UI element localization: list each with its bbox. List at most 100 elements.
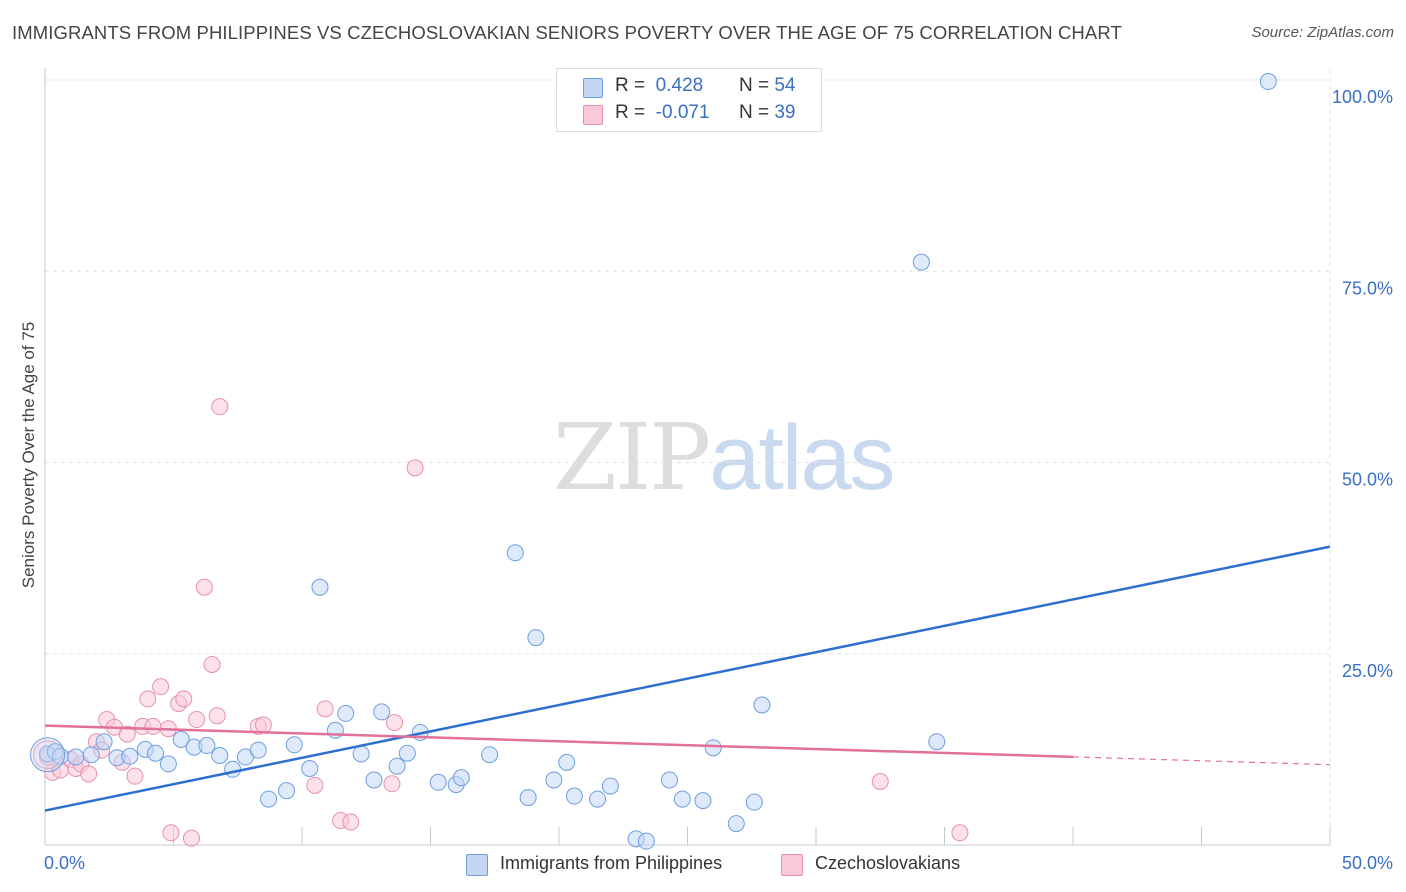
legend-swatch-czechoslovakians	[781, 854, 803, 876]
trend-lines	[44, 545, 1331, 812]
y-tick-label: 75.0%	[1342, 278, 1393, 298]
data-point-philippines	[506, 544, 524, 562]
data-point-czechoslovakians	[383, 775, 401, 793]
data-point-czechoslovakians	[386, 714, 404, 732]
data-point-philippines	[527, 629, 545, 647]
data-point-czechoslovakians	[118, 725, 136, 743]
r-label: R =	[615, 75, 646, 96]
data-point-philippines	[928, 733, 946, 751]
data-point-philippines	[589, 790, 607, 808]
data-point-philippines	[337, 704, 355, 722]
trend-line-czechoslovakians-extension	[1072, 756, 1331, 766]
data-point-czechoslovakians	[871, 773, 889, 791]
r-value-philippines: 0.428	[655, 75, 704, 96]
legend-swatch-philippines	[466, 854, 488, 876]
watermark-zip: ZIP	[553, 404, 711, 511]
philippines-swatch	[583, 78, 603, 98]
data-point-czechoslovakians	[195, 578, 213, 596]
data-point-philippines	[1259, 73, 1277, 91]
r-value-czechoslovakians: -0.071	[655, 102, 710, 123]
data-point-czechoslovakians	[211, 398, 229, 416]
n-label: N =	[738, 102, 770, 123]
data-point-philippines	[545, 771, 563, 789]
data-point-czechoslovakians	[175, 690, 193, 708]
data-point-philippines	[727, 815, 745, 833]
data-point-czechoslovakians	[951, 824, 969, 842]
data-point-philippines	[352, 745, 370, 763]
n-value-czechoslovakians: 39	[774, 102, 796, 123]
data-point-philippines	[285, 736, 303, 754]
data-point-philippines	[753, 696, 771, 714]
source-credit: Source: ZipAtlas.com	[1251, 24, 1394, 41]
data-point-czechoslovakians	[139, 690, 157, 708]
data-point-philippines	[452, 769, 470, 787]
data-point-czechoslovakians	[188, 711, 206, 729]
y-tick-label: 25.0%	[1342, 661, 1393, 681]
data-point-czechoslovakians	[162, 824, 180, 842]
data-point-philippines	[311, 578, 329, 596]
watermark-atlas: atlas	[709, 407, 895, 509]
data-point-czechoslovakians	[254, 716, 272, 734]
data-point-philippines	[601, 777, 619, 795]
legend-label-philippines: Immigrants from Philippines	[500, 853, 723, 873]
data-point-philippines	[147, 744, 165, 762]
trend-line-czechoslovakians	[44, 724, 1074, 759]
data-point-philippines	[301, 760, 319, 777]
x-tick-label-max: 50.0%	[1342, 853, 1393, 873]
grid-lines	[45, 70, 1331, 845]
r-label: R =	[615, 102, 646, 123]
data-point-philippines	[249, 741, 267, 759]
x-tick-label-min: 0.0%	[44, 853, 85, 873]
data-point-czechoslovakians	[80, 765, 98, 783]
data-point-czechoslovakians	[342, 813, 360, 831]
n-label: N =	[738, 75, 770, 96]
data-point-czechoslovakians	[182, 829, 200, 847]
trend-line-philippines	[44, 545, 1331, 812]
data-point-philippines	[398, 744, 416, 762]
data-point-philippines	[211, 746, 229, 764]
series-czechoslovakians	[33, 398, 969, 847]
czech-swatch	[583, 105, 603, 125]
data-point-czechoslovakians	[306, 776, 324, 794]
data-point-czechoslovakians	[406, 459, 424, 477]
data-point-philippines	[661, 771, 679, 789]
data-point-philippines	[565, 787, 583, 805]
data-point-philippines	[159, 755, 177, 773]
data-point-czechoslovakians	[126, 767, 144, 785]
data-point-philippines	[365, 771, 383, 789]
axes	[44, 68, 1331, 846]
data-point-philippines	[82, 746, 100, 764]
data-point-philippines	[481, 746, 499, 764]
data-point-philippines	[172, 730, 190, 748]
data-point-philippines	[745, 793, 763, 811]
data-point-philippines	[694, 792, 712, 810]
data-point-philippines	[637, 832, 655, 850]
data-point-philippines	[388, 757, 406, 775]
data-point-philippines	[373, 703, 391, 721]
y-tick-label: 100.0%	[1332, 87, 1393, 107]
data-point-czechoslovakians	[316, 700, 334, 718]
data-point-philippines	[278, 782, 296, 800]
n-value-philippines: 54	[774, 75, 796, 96]
data-point-philippines	[519, 789, 537, 807]
data-point-philippines	[224, 760, 242, 778]
data-point-philippines	[67, 748, 85, 766]
data-point-philippines	[912, 253, 930, 271]
correlation-stats-box: R = 0.428 N = 54 R = -0.071 N = 39	[556, 68, 822, 132]
series-philippines	[30, 73, 1277, 850]
data-point-philippines	[558, 753, 576, 771]
data-point-philippines	[704, 739, 722, 757]
chart-title: IMMIGRANTS FROM PHILIPPINES VS CZECHOSLO…	[12, 22, 1122, 43]
data-point-czechoslovakians	[203, 655, 221, 673]
data-point-philippines	[673, 790, 691, 808]
y-tick-label: 50.0%	[1342, 470, 1393, 490]
data-point-philippines-cluster	[30, 737, 66, 773]
data-point-czechoslovakians	[152, 678, 170, 696]
tick-labels: 100.0% 75.0% 50.0% 25.0% 0.0% 50.0%	[44, 87, 1393, 873]
watermark: ZIPatlas	[553, 404, 896, 511]
data-point-philippines	[95, 733, 113, 751]
data-point-philippines	[429, 773, 447, 791]
data-point-philippines	[121, 747, 139, 765]
data-point-czechoslovakians	[208, 707, 226, 725]
